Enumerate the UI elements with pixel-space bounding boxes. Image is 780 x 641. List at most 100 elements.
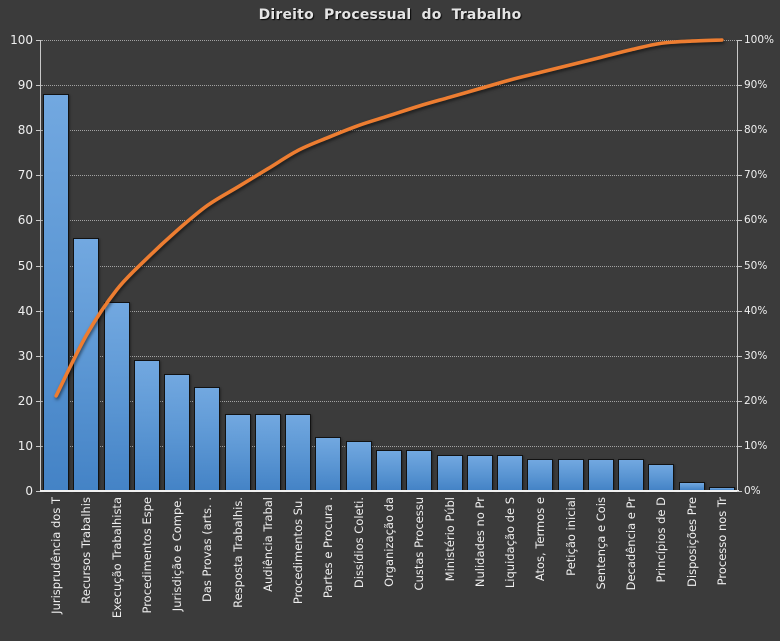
- y-axis-tick-label-right: 90%: [744, 79, 768, 92]
- grid-line: [41, 130, 737, 132]
- grid-line: [41, 445, 737, 447]
- x-axis-category-label: Partes e Procura .: [321, 497, 336, 599]
- x-axis-category-label: Processo nos Tr: [714, 497, 729, 586]
- right-axis-tick: [737, 355, 742, 357]
- left-axis-tick: [36, 220, 40, 222]
- bar: [618, 459, 645, 491]
- grid-line: [41, 175, 737, 177]
- bar: [43, 94, 70, 491]
- x-axis-category-label: Dissídios Coleti.: [351, 497, 366, 589]
- grid-line: [41, 85, 737, 87]
- y-axis-tick-label-right: 0%: [744, 485, 761, 497]
- y-axis-tick-label-left: 70: [17, 168, 33, 183]
- y-axis-tick-label-left: 90: [17, 78, 33, 93]
- y-axis-tick-label-left: 30: [17, 348, 33, 363]
- y-axis-tick-label-right: 10%: [744, 439, 768, 452]
- grid-line: [41, 310, 737, 312]
- y-axis-tick-label-right: 30%: [744, 349, 768, 362]
- grid-line: [41, 400, 737, 402]
- right-axis-tick: [737, 400, 742, 402]
- bar: [194, 387, 221, 491]
- left-axis-tick: [36, 355, 40, 357]
- left-axis-tick: [36, 265, 40, 267]
- right-axis-tick: [737, 491, 742, 492]
- y-axis-tick-label-left: 40: [17, 303, 33, 318]
- left-axis-tick: [36, 400, 40, 402]
- grid-line: [41, 220, 737, 222]
- x-axis-category-label: Procedimentos Su.: [291, 497, 306, 605]
- grid-line: [41, 40, 737, 41]
- x-axis-category-label: Ministério Públ: [442, 497, 457, 582]
- left-axis-tick: [36, 40, 40, 41]
- x-axis-category-label: Das Provas (arts. .: [200, 497, 215, 603]
- bar: [103, 301, 130, 491]
- y-axis-tick-label-left: 60: [17, 213, 33, 228]
- bar: [406, 450, 433, 491]
- bar: [587, 459, 614, 491]
- x-axis-category-label: Decadência e Pr: [624, 497, 639, 591]
- cumulative-percentage-line: [54, 38, 724, 398]
- x-axis-category-label: Jurisdição e Compe.: [170, 497, 185, 612]
- chart-title: Direito Processual do Trabalho: [258, 7, 522, 23]
- bar: [557, 459, 584, 491]
- x-axis-category-label: Liquidação de S: [503, 497, 518, 589]
- bar: [497, 454, 524, 491]
- y-axis-tick-label-left: 20: [17, 393, 33, 408]
- right-axis-tick: [737, 40, 742, 41]
- left-axis-tick: [36, 130, 40, 132]
- y-axis-tick-label-left: 0: [25, 484, 33, 498]
- bar: [133, 360, 160, 491]
- y-axis-tick-label-right: 20%: [744, 394, 768, 407]
- bar: [254, 414, 281, 491]
- cumulative-line-layer: [54, 38, 724, 398]
- left-axis-tick: [36, 445, 40, 447]
- bar: [224, 414, 251, 491]
- right-axis-tick: [737, 220, 742, 222]
- left-axis-tick: [36, 310, 40, 312]
- bar: [73, 238, 100, 491]
- bar: [466, 454, 493, 491]
- right-axis-tick: [737, 85, 742, 87]
- left-axis-line: [40, 40, 41, 492]
- x-axis-category-label: Nulidades no Pr: [472, 497, 487, 588]
- x-axis-category-label: Jurisprudência dos T: [49, 497, 64, 614]
- y-axis-tick-label-right: 50%: [744, 259, 768, 272]
- right-axis-tick: [737, 310, 742, 312]
- y-axis-tick-label-left: 50: [17, 258, 33, 273]
- y-axis-tick-label-left: 100: [10, 33, 33, 47]
- x-axis-category-label: Recursos Trabalhis: [79, 497, 94, 604]
- x-axis-category-label: Resposta Trabalhis.: [230, 497, 245, 608]
- right-axis-tick: [737, 265, 742, 267]
- bottom-axis-line: [40, 490, 739, 492]
- x-axis-category-label: Disposições Pre: [684, 497, 699, 587]
- right-axis-tick: [737, 445, 742, 447]
- x-axis-category-label: Procedimentos Espe: [139, 497, 154, 614]
- x-axis-category-label: Sentença e Cois: [593, 497, 608, 590]
- x-axis-category-label: Custas Processu: [412, 497, 427, 591]
- y-axis-tick-label-left: 10: [17, 438, 33, 453]
- y-axis-tick-label-right: 80%: [744, 124, 768, 137]
- x-axis-category-label: Princípios de D: [654, 497, 669, 583]
- bar: [345, 441, 372, 491]
- bar: [648, 463, 675, 491]
- right-axis-tick: [737, 130, 742, 132]
- grid-line: [41, 265, 737, 267]
- y-axis-tick-label-right: 40%: [744, 304, 768, 317]
- right-axis-tick: [737, 175, 742, 177]
- x-axis-category-label: Organização da: [382, 497, 396, 587]
- bar: [164, 373, 191, 491]
- y-axis-tick-label-left: 80: [17, 123, 33, 138]
- y-axis-tick-label-right: 60%: [744, 214, 768, 227]
- y-axis-tick-label-right: 70%: [744, 169, 768, 182]
- x-axis-category-label: Audiência Trabal: [260, 497, 275, 592]
- grid-line: [41, 355, 737, 357]
- x-axis-labels: Jurisprudência dos T Recursos Trabalhis Ex…: [41, 497, 737, 641]
- left-axis-tick: [36, 85, 40, 87]
- x-axis-category-label: Petição inicial: [563, 497, 578, 576]
- x-axis-category-label: Execução Trabalhista: [109, 497, 124, 619]
- plot-area: [41, 38, 737, 491]
- x-axis-category-label: Atos, Termos e: [533, 497, 548, 582]
- y-axis-tick-label-right: 100%: [744, 34, 775, 46]
- bar: [285, 414, 312, 491]
